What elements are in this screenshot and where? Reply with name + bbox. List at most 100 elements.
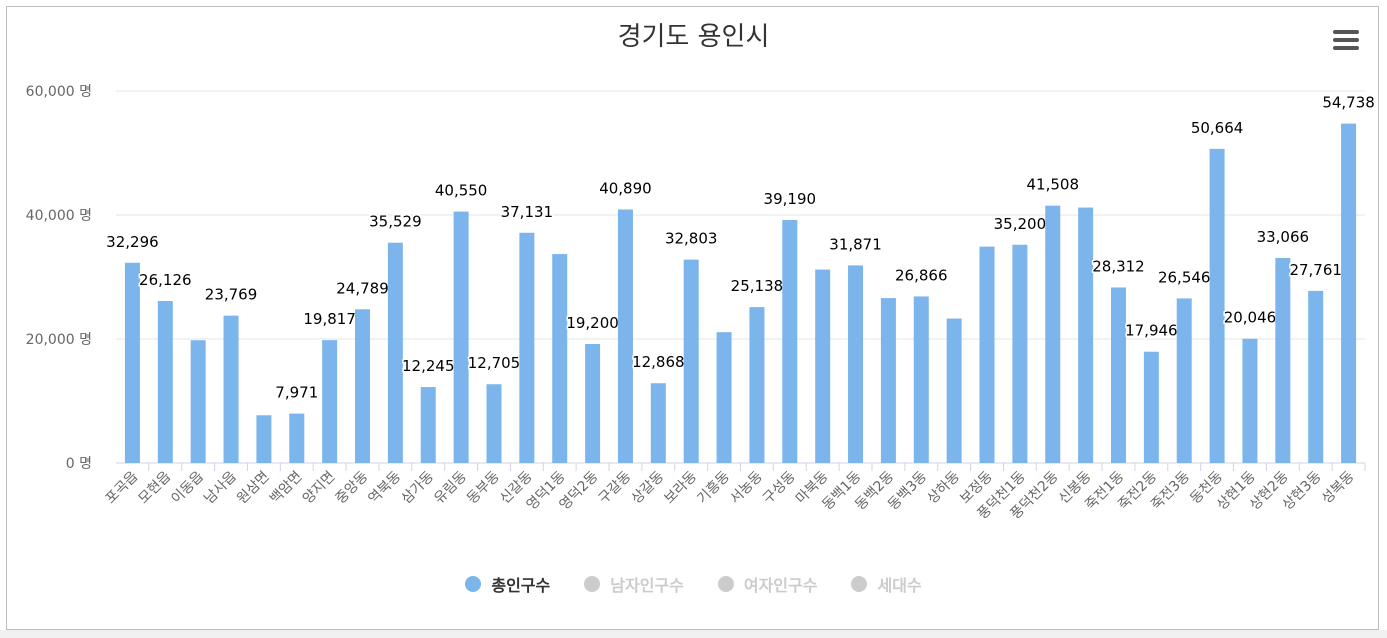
bar: [1275, 257, 1291, 463]
bar: [716, 332, 732, 463]
data-label: 26,126: [139, 271, 192, 289]
bar: [157, 301, 173, 463]
bar: [1341, 123, 1357, 464]
bar: [190, 340, 206, 463]
bar: [683, 259, 699, 463]
data-label: 17,946: [1125, 322, 1178, 340]
data-label: 26,866: [895, 266, 948, 284]
x-tick-label: 포곡읍: [103, 468, 142, 507]
bar: [420, 387, 436, 463]
bar: [815, 269, 831, 463]
data-label: 7,971: [275, 384, 318, 402]
menu-icon-bar-3: [1333, 46, 1359, 50]
bar: [848, 265, 864, 463]
data-label: 23,769: [205, 286, 258, 304]
data-label: 12,705: [468, 354, 521, 372]
bar: [749, 307, 765, 463]
x-tick-label: 역북동: [366, 468, 405, 507]
data-label: 37,131: [501, 203, 554, 221]
x-tick-label: 중앙동: [333, 468, 372, 507]
x-tick-label: 동부동: [464, 468, 503, 507]
bar: [585, 343, 601, 463]
x-tick-label: 구갈동: [596, 468, 635, 507]
bar: [617, 209, 633, 463]
data-label: 39,190: [764, 190, 817, 208]
legend-dot-icon: [851, 576, 868, 592]
data-label: 31,871: [829, 235, 882, 253]
data-label: 26,546: [1158, 268, 1211, 286]
legend-item-total[interactable]: 총인구수: [465, 572, 550, 596]
bottom-strip: [0, 630, 1387, 638]
bar: [1143, 351, 1159, 463]
data-label: 20,046: [1224, 309, 1277, 327]
bar: [124, 262, 140, 463]
bar: [946, 318, 962, 463]
bar: [1308, 290, 1324, 463]
chart-menu-button[interactable]: [1333, 28, 1361, 54]
data-label: 40,550: [435, 182, 488, 200]
bar: [880, 298, 896, 463]
data-label: 19,200: [566, 314, 619, 332]
menu-icon-bar-1: [1333, 30, 1359, 34]
x-tick-label: 성복동: [1319, 468, 1358, 507]
bar: [519, 232, 535, 463]
x-tick-label: 상하동: [924, 468, 963, 507]
bar: [223, 315, 239, 463]
data-label: 28,312: [1092, 257, 1145, 275]
x-tick-label: 이동읍: [168, 468, 207, 507]
bar: [256, 415, 272, 463]
legend-label: 남자인구수: [610, 576, 684, 595]
bar: [1209, 148, 1225, 464]
data-label: 35,529: [369, 213, 422, 231]
bar: [913, 296, 929, 463]
legend-dot-icon: [465, 576, 482, 592]
bar: [355, 309, 371, 463]
x-tick-label: 남사읍: [201, 468, 240, 507]
legend-item-female[interactable]: 여자인구수: [717, 572, 818, 596]
data-label: 35,200: [994, 215, 1047, 233]
bar: [1176, 298, 1192, 463]
bar: [1012, 244, 1028, 463]
menu-icon-bar-2: [1333, 38, 1359, 42]
bar: [650, 383, 666, 463]
x-tick-label: 상갈동: [629, 468, 668, 507]
legend-label: 세대수: [877, 576, 922, 595]
x-tick-label: 유림동: [431, 468, 470, 507]
data-label: 12,245: [402, 357, 455, 375]
bar: [453, 211, 469, 463]
x-tick-label: 삼가동: [398, 468, 437, 507]
chart-title: 경기도 용인시: [617, 22, 770, 52]
bar: [322, 340, 338, 463]
data-label: 24,789: [336, 279, 389, 297]
x-tick-label: 기흥동: [694, 468, 733, 507]
data-label: 19,817: [303, 310, 356, 328]
data-label: 41,508: [1027, 176, 1080, 194]
bar: [1242, 338, 1258, 463]
data-label: 32,803: [665, 230, 718, 248]
x-tick-label: 구성동: [760, 468, 799, 507]
bar: [782, 220, 798, 463]
bar: [979, 246, 995, 463]
legend-item-households[interactable]: 세대수: [851, 572, 922, 596]
bar: [486, 384, 502, 463]
legend-label: 여자인구수: [743, 576, 818, 595]
data-label: 50,664: [1191, 119, 1244, 137]
bar: [1045, 205, 1061, 464]
data-label: 12,868: [632, 353, 685, 371]
legend-label: 총인구수: [491, 576, 551, 595]
bar: [1078, 207, 1094, 463]
legend-dot-icon: [584, 576, 601, 592]
legend-item-male[interactable]: 남자인구수: [584, 572, 684, 596]
data-label: 27,761: [1289, 261, 1342, 279]
data-label: 33,066: [1257, 228, 1310, 246]
data-label: 40,890: [599, 179, 652, 197]
x-tick-label: 원삼면: [234, 469, 273, 508]
y-tick-label: 20,000 명: [26, 332, 92, 348]
bar: [552, 254, 568, 463]
legend-dot-icon: [717, 576, 734, 592]
bar: [1110, 287, 1126, 463]
legend: 총인구수 남자인구수 여자인구수 세대수: [0, 572, 1387, 596]
x-tick-label: 모현읍: [135, 468, 174, 507]
x-tick-label: 보라동: [661, 468, 700, 507]
